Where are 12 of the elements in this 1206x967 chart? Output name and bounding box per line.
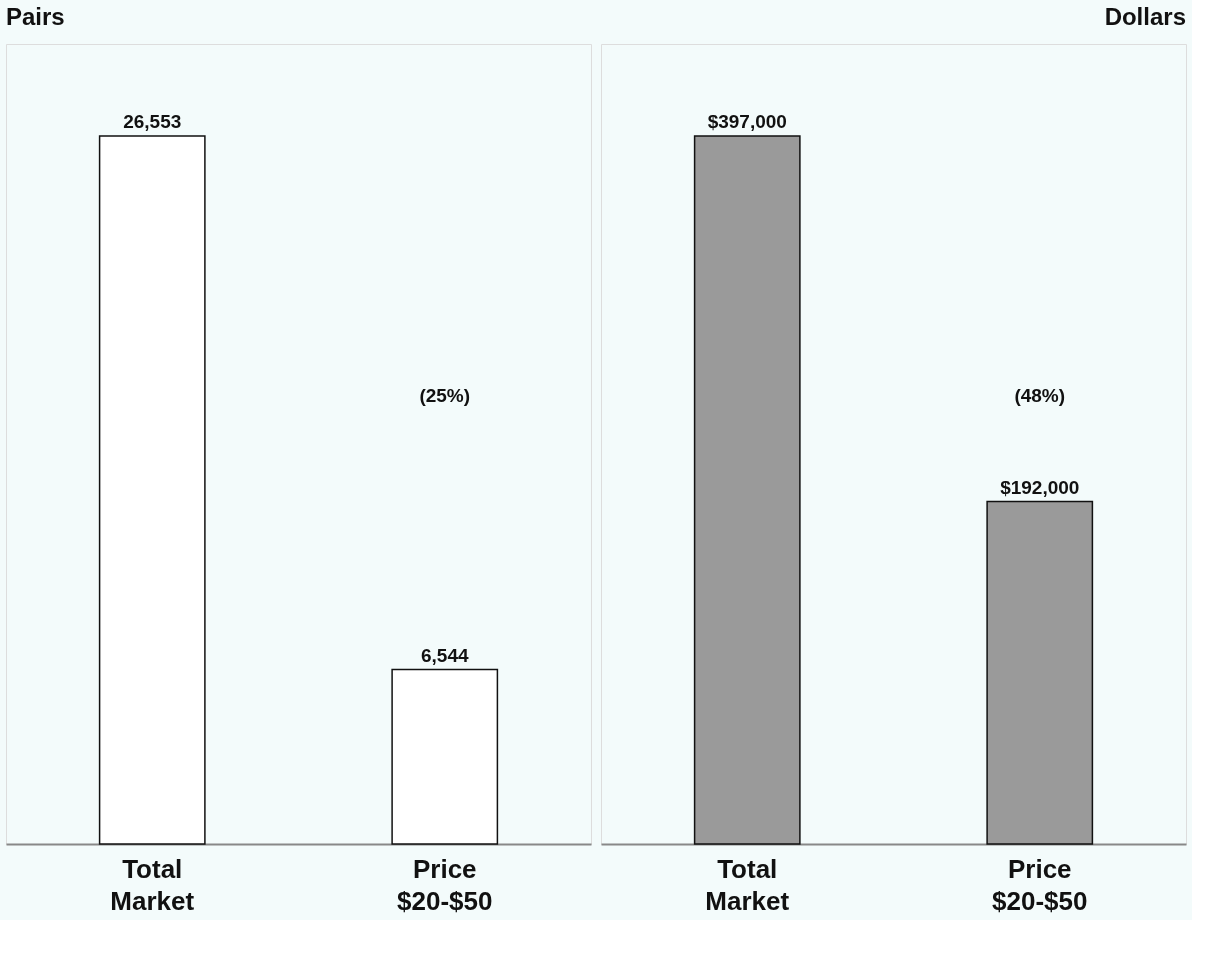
x-tick-label: Total Market [705,853,790,916]
data-label: 26,553 [123,111,182,133]
x-tick-label: Price $20-$50 [992,853,1088,916]
annotation: (25%) [419,385,471,406]
data-label: $397,000 [707,111,787,133]
annotation: (48%) [1014,385,1066,406]
chart-title: Pairs [6,3,65,30]
data-label: 6,544 [420,644,469,666]
chart-title: Dollars [1104,3,1186,30]
data-label: $192,000 [1000,476,1080,498]
x-tick-label: Total Market [110,853,195,916]
x-tick-label: Price $20-$50 [397,853,493,916]
